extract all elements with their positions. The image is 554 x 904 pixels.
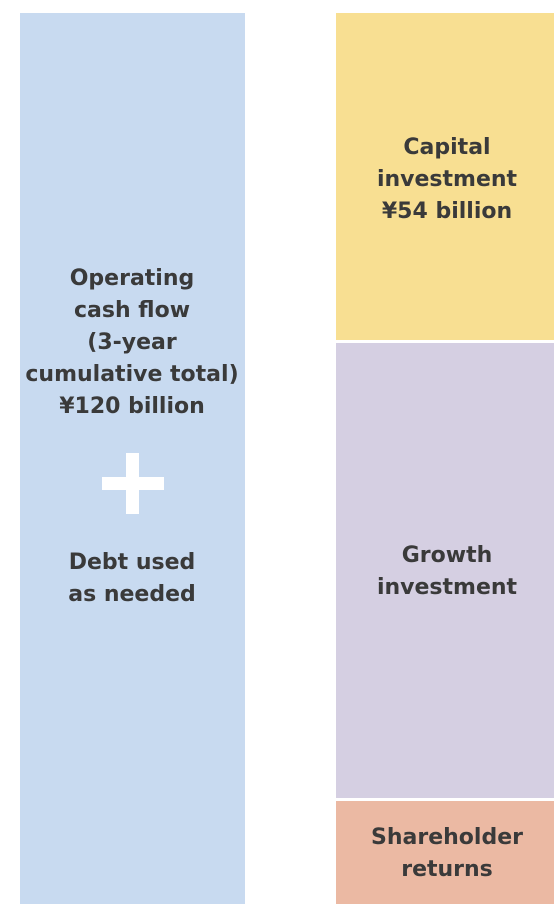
capital-block: [336, 13, 554, 340]
source-line: Operating: [70, 266, 195, 291]
use-line: Growth: [402, 543, 493, 568]
debt-line: Debt used: [69, 550, 196, 575]
source-line: cash flow: [74, 298, 190, 323]
use-line: ¥54 billion: [382, 199, 512, 224]
debt-line: as needed: [68, 582, 196, 607]
source-line: cumulative total): [25, 362, 238, 387]
returns-block: [336, 801, 554, 904]
use-line: investment: [377, 167, 518, 192]
source-line: (3-year: [87, 330, 177, 355]
use-line: Capital: [403, 135, 490, 160]
growth-block: [336, 343, 554, 798]
use-line: investment: [377, 575, 518, 600]
use-line: Shareholder: [371, 825, 523, 850]
source-line: ¥120 billion: [59, 394, 205, 419]
plus-vertical: [126, 453, 139, 514]
use-line: returns: [401, 857, 493, 882]
